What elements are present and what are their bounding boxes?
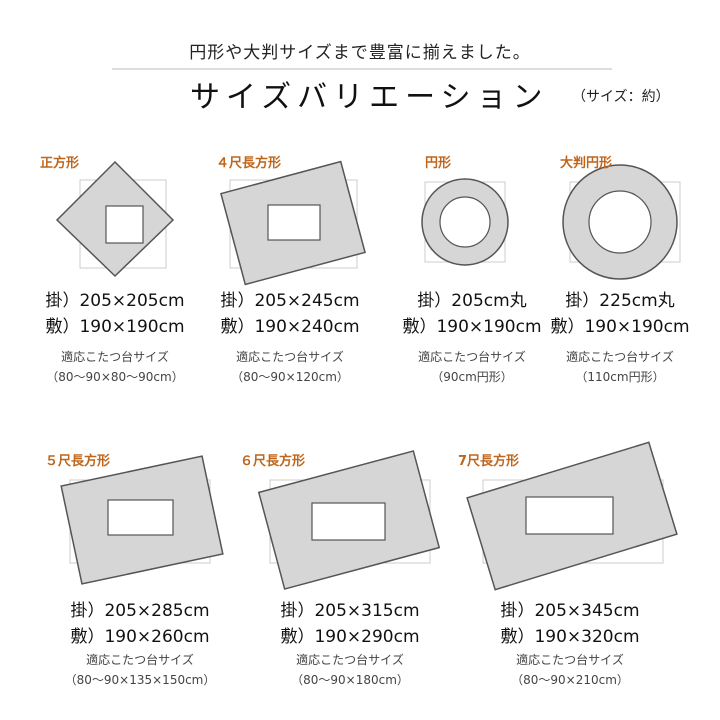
fit-label: 適応こたつ台サイズ (418, 350, 526, 364)
tabletop (267, 204, 321, 241)
cover-size: 掛）205×245cm (220, 291, 360, 311)
tabletop (311, 502, 386, 541)
fit-size: （110cm円形） (575, 370, 665, 384)
fit-label: 適応こたつ台サイズ (516, 653, 624, 667)
fit-size: （80〜90×180cm） (291, 673, 409, 687)
shape-label: 7尺長方形 (458, 454, 520, 469)
futon-size: 敷）190×290cm (280, 627, 420, 647)
shape-label: 円形 (425, 156, 452, 171)
fit-size: （80〜90×210cm） (511, 673, 629, 687)
cover-size: 掛）205cm丸 (417, 291, 527, 311)
subtitle: 円形や大判サイズまで豊富に揃えました。 (189, 43, 531, 63)
shape-label: ４尺長方形 (216, 156, 282, 171)
fit-size: （80〜90×120cm） (231, 370, 349, 384)
futon-size: 敷）190×190cm (550, 317, 690, 337)
tabletop (107, 499, 174, 536)
cover-size: 掛）205×205cm (45, 291, 185, 311)
tabletop (439, 196, 491, 248)
fit-size: （90cm円形） (431, 370, 513, 384)
cover-size: 掛）205×285cm (70, 601, 210, 621)
page-title: サイズバリエーション (190, 80, 549, 115)
futon-size: 敷）190×240cm (220, 317, 360, 337)
fit-size: （80〜90×135×150cm） (64, 673, 216, 687)
shape-label: 正方形 (40, 156, 80, 171)
fit-label: 適応こたつ台サイズ (86, 653, 194, 667)
tabletop (588, 190, 652, 254)
futon-size: 敷）190×320cm (500, 627, 640, 647)
fit-label: 適応こたつ台サイズ (566, 350, 674, 364)
futon-size: 敷）190×260cm (70, 627, 210, 647)
futon-size: 敷）190×190cm (45, 317, 185, 337)
cover-size: 掛）205×315cm (280, 601, 420, 621)
fit-label: 適応こたつ台サイズ (236, 350, 344, 364)
fit-size: （80〜90×80〜90cm） (46, 370, 184, 384)
size-note: （サイズ：約） (572, 89, 670, 105)
shape-label: ６尺長方形 (240, 454, 306, 469)
tabletop (105, 205, 144, 244)
tabletop (525, 496, 614, 535)
fit-label: 適応こたつ台サイズ (296, 653, 404, 667)
cover-size: 掛）205×345cm (500, 601, 640, 621)
shape-label: ５尺長方形 (45, 454, 111, 469)
fit-label: 適応こたつ台サイズ (61, 350, 169, 364)
shape-label: 大判円形 (560, 156, 613, 171)
cover-size: 掛）225cm丸 (565, 291, 675, 311)
futon-size: 敷）190×190cm (402, 317, 542, 337)
divider (112, 68, 612, 70)
